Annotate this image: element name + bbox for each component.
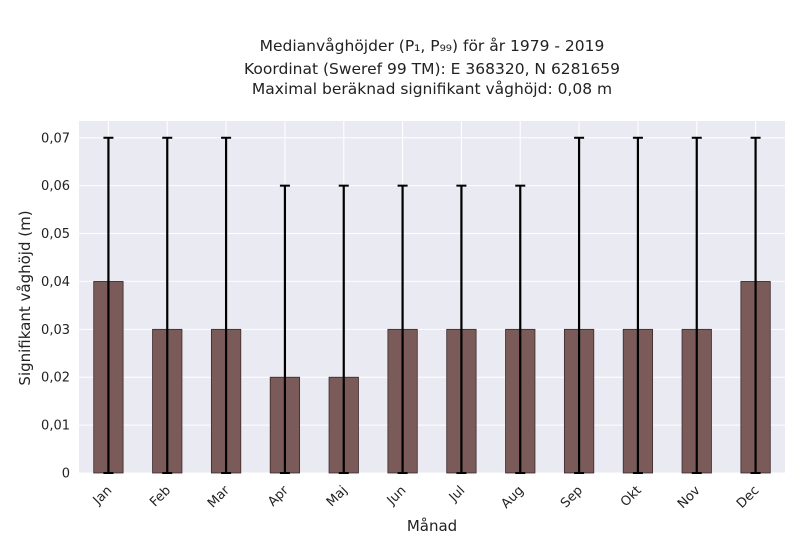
x-tick-label-sep: Sep xyxy=(558,483,586,511)
y-axis-ticks: 0 0,01 0,02 0,03 0,04 0,05 0,06 0,07 xyxy=(41,131,70,481)
x-tick-label-mar: Mar xyxy=(205,483,233,511)
x-tick-label-maj: Maj xyxy=(324,483,351,510)
x-tick-label-nov: Nov xyxy=(675,483,704,512)
error-bar-maj xyxy=(338,184,349,474)
x-tick-label-jun: Jun xyxy=(384,483,410,509)
error-bar-feb xyxy=(162,136,173,474)
y-tick-label: 0 xyxy=(62,467,70,482)
y-tick-label: 0,01 xyxy=(41,419,70,434)
error-bar-mar xyxy=(221,136,232,474)
x-tick-label-jul: Jul xyxy=(446,483,468,505)
error-bar-aug xyxy=(515,184,526,474)
error-bar-jul xyxy=(456,184,467,474)
x-tick-label-aug: Aug xyxy=(499,483,528,512)
error-bars xyxy=(103,136,761,474)
error-bar-nov xyxy=(691,136,702,474)
x-tick-label-okt: Okt xyxy=(618,483,645,510)
x-tick-label-apr: Apr xyxy=(265,483,292,510)
error-bar-sep xyxy=(574,136,585,474)
x-axis-ticks: Jan Feb Mar Apr Maj Jun Jul Aug Sep Okt Nov Dec xyxy=(90,483,763,512)
error-bar-jun xyxy=(397,184,408,474)
y-axis-label: Signifikant våghöjd (m) xyxy=(16,210,34,385)
chart-title-line-2: Koordinat (Sweref 99 TM): E 368320, N 62… xyxy=(244,60,620,78)
x-axis-label: Månad xyxy=(407,517,457,535)
y-tick-label: 0,03 xyxy=(41,323,70,338)
chart-title-line-1: Medianvåghöjder (P₁, P₉₉) för år 1979 - … xyxy=(260,37,605,55)
error-bar-apr xyxy=(279,184,290,474)
chart-title: Medianvåghöjder (P₁, P₉₉) för år 1979 - … xyxy=(244,37,620,98)
error-bar-dec xyxy=(750,136,761,474)
y-tick-label: 0,05 xyxy=(41,227,70,242)
chart-title-line-3: Maximal beräknad signifikant våghöjd: 0,… xyxy=(252,80,612,98)
x-tick-label-feb: Feb xyxy=(147,483,174,510)
y-tick-label: 0,04 xyxy=(41,275,70,290)
x-tick-label-jan: Jan xyxy=(90,483,115,508)
error-bar-jan xyxy=(103,136,114,474)
y-tick-label: 0,06 xyxy=(41,179,70,194)
y-tick-label: 0,07 xyxy=(41,131,70,146)
y-tick-label: 0,02 xyxy=(41,371,70,386)
plot-area xyxy=(79,121,785,473)
error-bar-okt xyxy=(632,136,643,474)
x-tick-label-dec: Dec xyxy=(734,483,762,511)
